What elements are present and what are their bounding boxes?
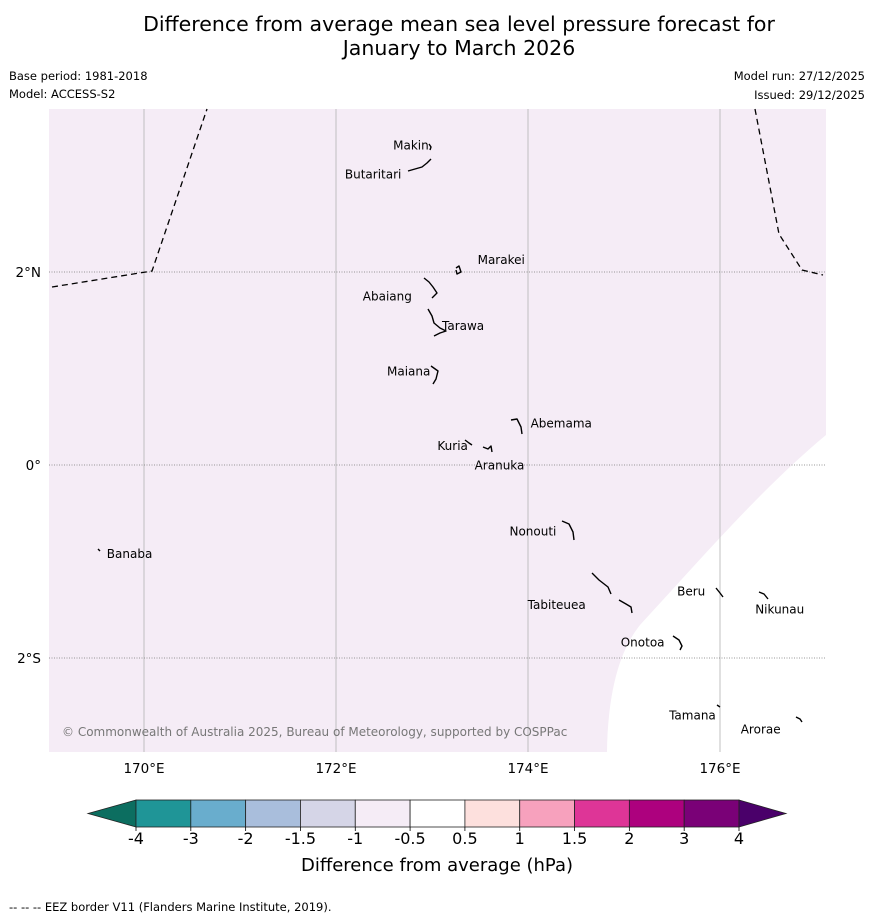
place-label: Arorae (741, 723, 781, 737)
island-outline (672, 635, 683, 651)
colorbar-tick-label: -2 (238, 829, 254, 848)
eez-border-west (51, 108, 208, 288)
island-outline (430, 365, 439, 385)
eez-border-east (754, 108, 824, 276)
colorbar-segment (300, 799, 356, 828)
colorbar-segment (683, 799, 740, 828)
colorbar-tick-label: -1 (347, 829, 363, 848)
place-label: Banaba (107, 547, 153, 561)
island-outline (407, 158, 432, 172)
island-outline (758, 591, 769, 600)
colorbar-tick-label: 0.5 (452, 829, 477, 848)
colorbar-segment (519, 799, 575, 828)
island-outline (455, 265, 462, 275)
eez-footnote: -- -- -- EEZ border V11 (Flanders Marine… (9, 900, 332, 914)
island-outline (423, 277, 438, 299)
title-line-1: Difference from average mean sea level p… (143, 12, 775, 36)
island-outline (618, 599, 633, 614)
colorbar-segment (190, 799, 247, 828)
place-label: Nonouti (509, 525, 556, 539)
lon-tick-label: 176°E (699, 761, 740, 777)
lat-tick-label: 2°N (16, 265, 41, 281)
place-label: Onotoa (621, 636, 665, 650)
model-run: Model run: 27/12/2025 (733, 69, 865, 83)
lon-tick-label: 172°E (315, 761, 356, 777)
colorbar-segment (354, 799, 411, 828)
place-labels: Makin Butaritari Marakei Abaiang Tarawa Maian… (107, 139, 804, 737)
colorbar: -4 -3 -2 -1.5 -1 -0.5 0.5 1 1.5 2 3 4 (86, 799, 788, 848)
place-label: Abaiang (363, 289, 412, 303)
lon-tick-label: 174°E (507, 761, 548, 777)
colorbar-extend-high (738, 799, 788, 828)
colorbar-tick-label: 1 (515, 829, 525, 848)
island-outline (97, 548, 101, 552)
island-outline (716, 704, 721, 708)
pressure-anomaly-field (49, 109, 826, 752)
place-label: Marakei (478, 253, 525, 267)
place-label: Butaritari (345, 168, 402, 182)
place-label: Nikunau (755, 602, 804, 616)
island-outline (428, 143, 432, 151)
lat-tick-label: 2°S (17, 651, 41, 667)
island-outline (510, 418, 523, 435)
colorbar-tick-label: 1.5 (562, 829, 587, 848)
place-label: Tabiteuea (527, 598, 586, 612)
base-period: Base period: 1981-2018 (9, 69, 148, 83)
colorbar-segment (628, 799, 685, 828)
place-label: Maiana (387, 364, 430, 378)
place-label: Kuria (437, 439, 468, 453)
title-line-2: January to March 2026 (342, 36, 576, 60)
island-outline (427, 308, 447, 337)
model-name: Model: ACCESS-S2 (9, 87, 116, 101)
island-outline (464, 439, 473, 446)
island-outline (591, 572, 612, 595)
colorbar-tick-label: -4 (128, 829, 144, 848)
colorbar-segment (409, 799, 466, 828)
eez-borders (51, 108, 824, 288)
colorbar-label: Difference from average (hPa) (301, 855, 573, 876)
colorbar-segment (135, 799, 192, 828)
colorbar-extend-low (86, 799, 137, 828)
place-label: Tarawa (441, 319, 484, 333)
place-label: Abemama (531, 416, 592, 430)
island-outline (715, 587, 724, 598)
colorbar-segment (464, 799, 521, 828)
place-label: Beru (677, 584, 705, 598)
island-outlines (97, 143, 803, 723)
axis-labels: 170°E 172°E 174°E 176°E 2°N 0° 2°S (16, 265, 741, 777)
copyright-notice: © Commonwealth of Australia 2025, Bureau… (62, 725, 567, 739)
issued-date: Issued: 29/12/2025 (754, 88, 865, 102)
colorbar-segment (245, 799, 301, 828)
lon-tick-label: 170°E (123, 761, 164, 777)
chart-title: Difference from average mean sea level p… (0, 12, 873, 60)
colorbar-tick-label: 2 (624, 829, 634, 848)
colorbar-tick-label: -0.5 (394, 829, 425, 848)
island-outline (561, 520, 575, 541)
place-label: Makin (393, 139, 429, 153)
colorbar-tick-label: -3 (183, 829, 199, 848)
colorbar-tick-label: 4 (734, 829, 744, 848)
colorbar-tick-label: 3 (679, 829, 689, 848)
graticule (49, 109, 826, 752)
place-label: Aranuka (475, 459, 525, 473)
place-label: Tamana (668, 708, 716, 722)
colorbar-segment (574, 799, 630, 828)
lat-tick-label: 0° (26, 458, 41, 474)
colorbar-tick-label: -1.5 (285, 829, 316, 848)
island-outline (482, 445, 493, 453)
island-outline (795, 716, 803, 723)
